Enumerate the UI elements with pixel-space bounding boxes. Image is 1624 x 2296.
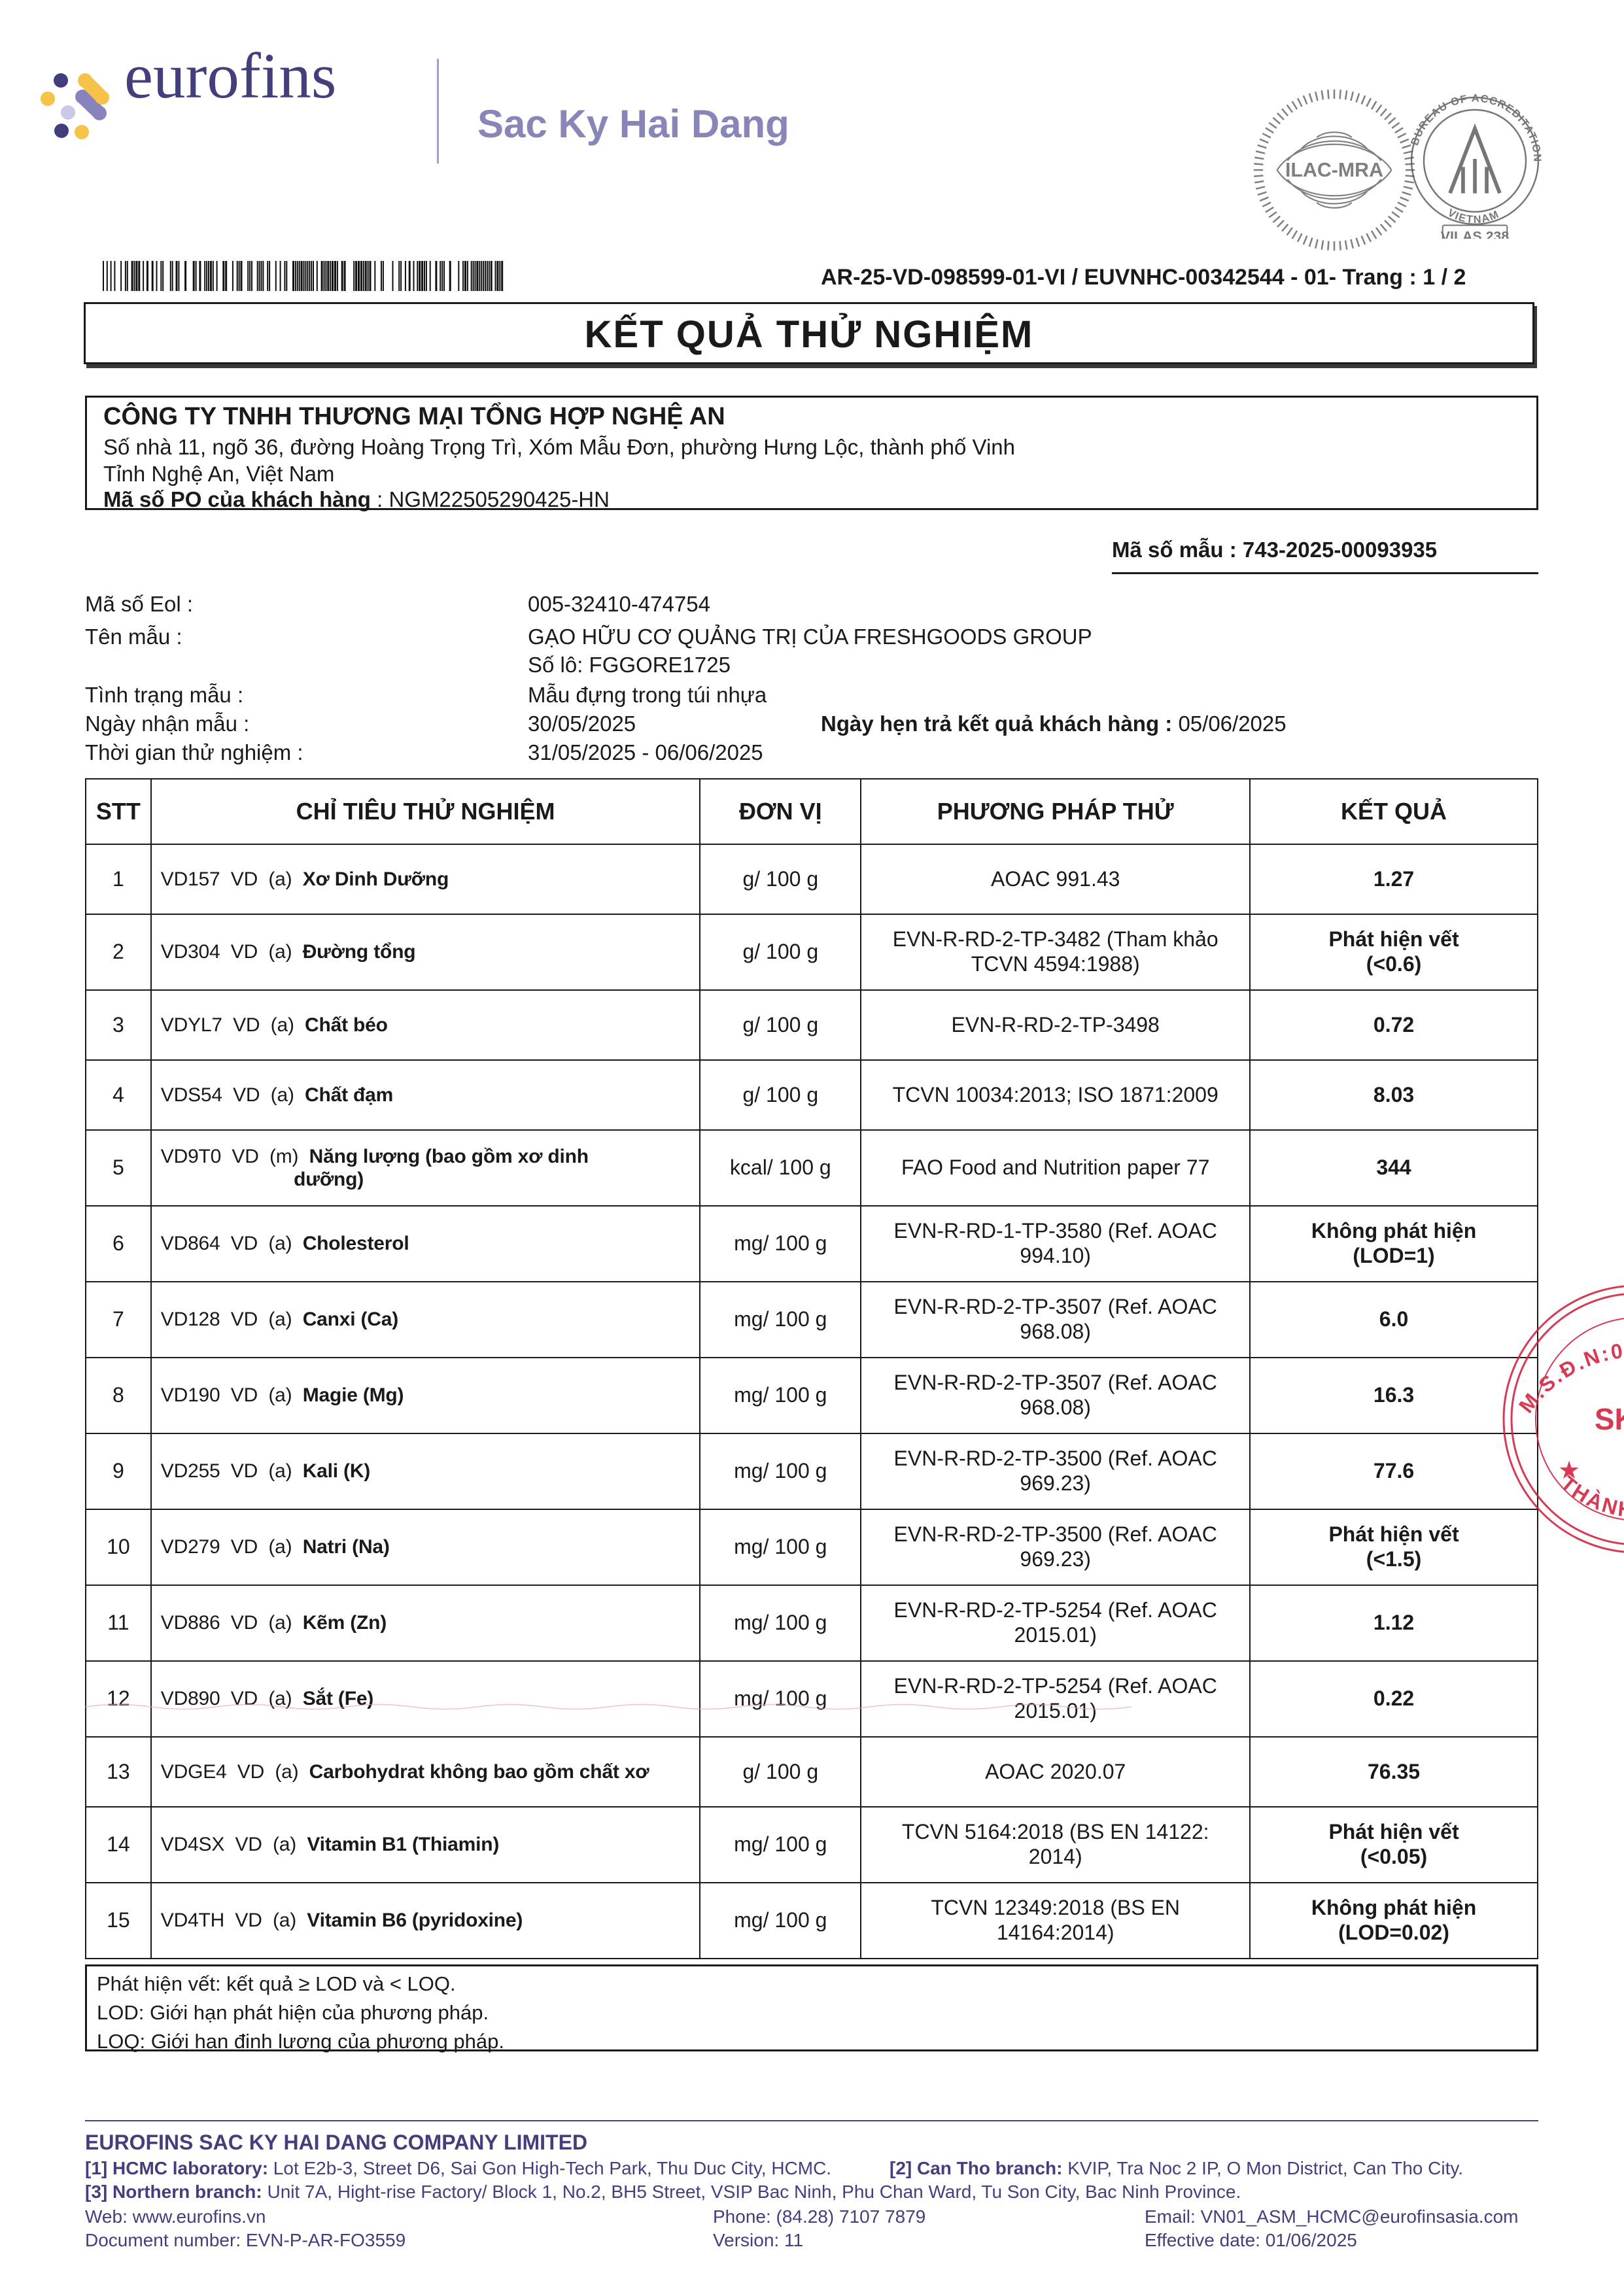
svg-text:ILAC-MRA: ILAC-MRA [1285, 160, 1383, 181]
svg-text:VILAS 238: VILAS 238 [1441, 228, 1510, 239]
svg-text:VIETNAM: VIETNAM [1445, 207, 1501, 226]
svg-text:★: ★ [1558, 1457, 1580, 1484]
svg-text:SKHD: SKHD [1595, 1402, 1624, 1436]
